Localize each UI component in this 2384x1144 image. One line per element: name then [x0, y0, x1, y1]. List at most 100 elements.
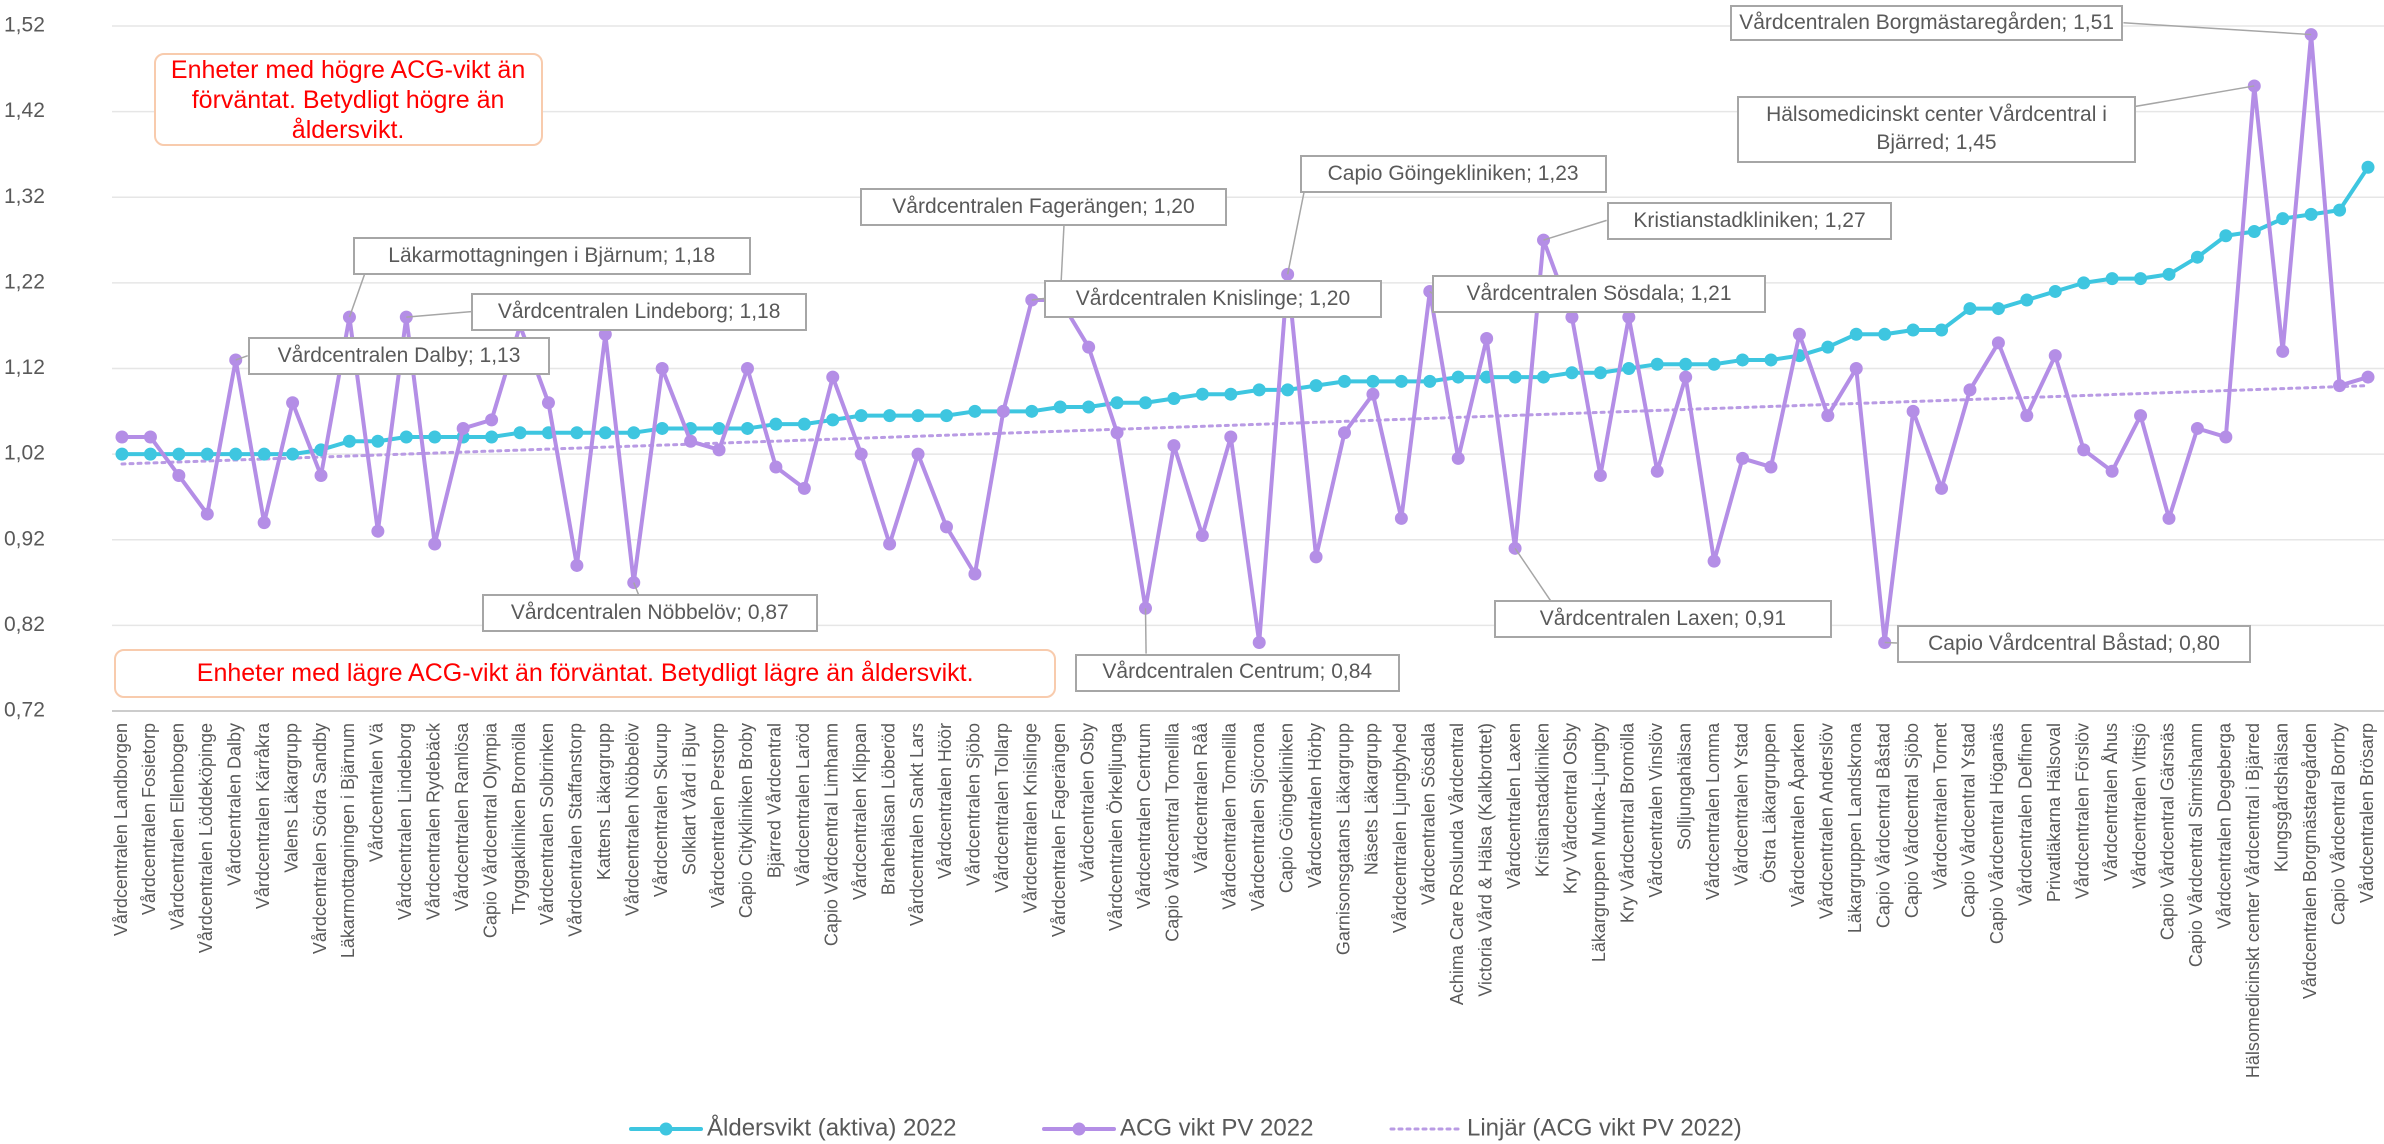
- x-tick-label: Vårdcentralen Delfinen: [2016, 723, 2036, 906]
- note-box: Enheter med lägre ACG-vikt än förväntat.…: [114, 649, 1057, 698]
- marker: [1366, 374, 1380, 388]
- x-tick-label: Vårdcentralen Tollarp: [992, 723, 1012, 893]
- x-tick-label: Capio Vårdcentral Simrishamn: [2186, 723, 2206, 967]
- marker: [1764, 460, 1778, 474]
- x-tick-label: Vårdcentralen Lindeborg: [395, 723, 415, 920]
- marker: [1338, 426, 1352, 440]
- marker: [1451, 370, 1465, 384]
- x-tick-label: Kungsgårdshälsan: [2271, 723, 2291, 872]
- x-tick-label: Vårdcentralen Kärråkra: [253, 722, 273, 909]
- marker: [200, 507, 214, 521]
- x-tick-label: Vårdcentralen Åparken: [1788, 723, 1808, 907]
- annotation-label: Vårdcentralen Dalby; 1,13: [247, 337, 551, 376]
- annotation-label: Vårdcentralen Lindeborg; 1,18: [471, 293, 808, 332]
- x-tick-label: Kattens Läkargrupp: [594, 723, 614, 880]
- marker: [1394, 511, 1408, 525]
- x-tick-label: Solklart Vård i Bjuv: [679, 723, 699, 875]
- marker: [371, 434, 385, 448]
- marker: [1480, 332, 1494, 346]
- legend-marker: [1072, 1122, 1086, 1136]
- marker: [314, 469, 328, 483]
- x-tick-label: Vårdcentralen Löddeköpinge: [196, 723, 216, 953]
- marker: [2020, 409, 2034, 423]
- marker: [1991, 336, 2005, 350]
- x-tick-label: Vårdcentralen Örkelljunga: [1106, 722, 1126, 931]
- marker: [1821, 409, 1835, 423]
- marker: [627, 426, 641, 440]
- marker: [1025, 404, 1039, 418]
- marker: [143, 447, 157, 461]
- marker: [1878, 327, 1892, 341]
- x-tick-label: Vårdcentralen Skurup: [651, 723, 671, 897]
- marker: [1167, 439, 1181, 453]
- marker: [684, 434, 698, 448]
- x-tick-label: Capio Vårdcentral Båstad: [1873, 723, 1893, 928]
- annotation-label: Vårdcentralen Borgmästaregården; 1,51: [1729, 4, 2124, 42]
- annotation-label: Vårdcentralen Knislinge; 1,20: [1044, 279, 1382, 318]
- marker: [570, 558, 584, 572]
- marker: [456, 421, 470, 435]
- marker: [1736, 451, 1750, 465]
- marker: [229, 447, 243, 461]
- marker: [1935, 481, 1949, 495]
- x-tick-label: Kry Vårdcentral Bromölla: [1618, 722, 1638, 923]
- marker: [2162, 267, 2176, 281]
- annotation-label: Capio Vårdcentral Båstad; 0,80: [1896, 624, 2252, 663]
- marker: [1963, 383, 1977, 397]
- x-tick-label: Bjärred Vårdcentral: [765, 723, 785, 878]
- marker: [769, 417, 783, 431]
- x-tick-label: Privatläkarna Hälsoval: [2044, 723, 2064, 902]
- marker: [1650, 357, 1664, 371]
- marker: [2219, 430, 2233, 444]
- marker: [286, 447, 300, 461]
- marker: [911, 409, 925, 423]
- marker: [2020, 293, 2034, 307]
- marker: [2190, 421, 2204, 435]
- legend-label: Linjär (ACG vikt PV 2022): [1467, 1114, 1742, 1141]
- marker: [1224, 387, 1238, 401]
- marker: [854, 447, 868, 461]
- marker: [143, 430, 157, 444]
- marker: [1707, 554, 1721, 568]
- annotation-leader: [2123, 22, 2312, 36]
- marker: [2077, 276, 2091, 290]
- annotation-leader: [1543, 219, 1607, 241]
- x-tick-label: Vårdcentralen Dalby: [224, 723, 244, 886]
- x-tick-label: Vårdcentralen Borgmästaregården: [2300, 723, 2320, 999]
- x-tick-label: Vårdcentralen Ystad: [1731, 723, 1751, 886]
- marker: [2190, 250, 2204, 264]
- marker: [513, 426, 527, 440]
- marker: [968, 404, 982, 418]
- x-tick-label: Vårdcentralen Fosietorp: [139, 723, 159, 915]
- x-tick-label: Vårdcentralen Centrum: [1134, 723, 1154, 909]
- marker: [1508, 370, 1522, 384]
- x-tick-label: Kristianstadkliniken: [1532, 723, 1552, 877]
- marker: [712, 421, 726, 435]
- annotation-leader: [1429, 290, 1433, 294]
- legend-marker: [659, 1122, 673, 1136]
- marker: [1252, 383, 1266, 397]
- marker: [2048, 349, 2062, 363]
- x-tick-label: Vårdcentralen Råå: [1191, 722, 1211, 873]
- marker: [1963, 302, 1977, 316]
- marker: [570, 426, 584, 440]
- marker: [996, 404, 1010, 418]
- marker: [1593, 366, 1607, 380]
- x-tick-label: Capio Citykliniken Broby: [736, 723, 756, 918]
- y-tick-label: 0,72: [4, 699, 45, 722]
- marker: [655, 421, 669, 435]
- x-tick-label: Vårdcentralen Knislinge: [1021, 723, 1041, 913]
- annotation-leader: [633, 582, 640, 595]
- marker: [1195, 528, 1209, 542]
- x-tick-label: Victoria Vård & Hälsa (Kalkbrottet): [1475, 723, 1495, 997]
- x-tick-label: Vårdcentralen Åhus: [2101, 723, 2121, 881]
- x-tick-label: Vårdcentralen Degeberga: [2215, 722, 2235, 929]
- marker: [797, 481, 811, 495]
- marker: [1082, 340, 1096, 354]
- x-tick-label: Vårdcentralen Vinslöv: [1646, 723, 1666, 898]
- marker: [1679, 357, 1693, 371]
- marker: [1167, 391, 1181, 405]
- x-tick-label: Vårdcentralen Osby: [1077, 723, 1097, 882]
